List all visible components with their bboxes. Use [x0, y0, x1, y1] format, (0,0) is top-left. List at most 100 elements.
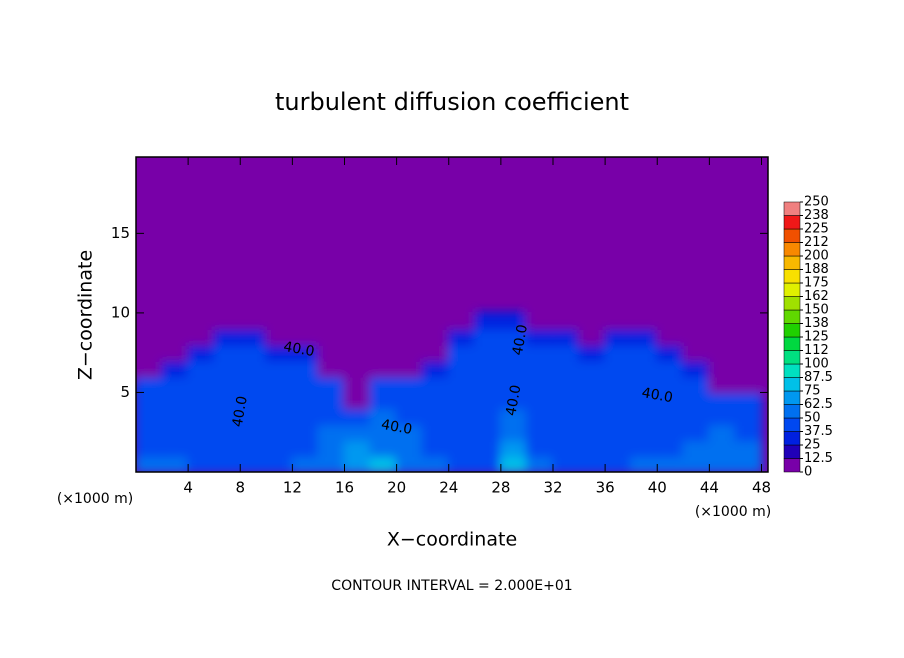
field-cell — [343, 327, 372, 346]
field-cell — [447, 455, 476, 472]
field-cell — [136, 455, 164, 472]
colorbar-swatch — [783, 444, 801, 459]
field-cell — [578, 423, 607, 442]
contour-label: 40.0 — [282, 339, 315, 360]
field-cell — [551, 407, 581, 426]
field-cell — [656, 423, 685, 442]
plot-frame — [135, 156, 769, 473]
colorbar-swatch — [783, 390, 801, 405]
field-cell — [525, 375, 554, 394]
x-tick-label: 28 — [491, 479, 510, 497]
field-cell — [265, 359, 294, 378]
contour-label: 40.0 — [503, 384, 524, 417]
field-cell — [525, 359, 554, 378]
y-tick-label: 5 — [120, 383, 130, 401]
field-cell — [551, 375, 581, 394]
field-cell — [578, 439, 607, 458]
colorbar-swatch — [783, 228, 801, 243]
field-cell — [734, 455, 763, 472]
field-cell — [578, 343, 607, 362]
field-cell — [421, 391, 450, 410]
field-cell — [499, 359, 528, 378]
field-cell — [213, 391, 242, 410]
x-tick-label: 12 — [283, 479, 302, 497]
field-cell — [395, 327, 424, 346]
field-cell — [369, 439, 398, 458]
field-cell — [136, 311, 164, 330]
colorbar-swatch — [783, 377, 801, 392]
field-cell — [239, 439, 268, 458]
field-cells — [136, 311, 763, 472]
colorbar-swatch — [783, 296, 801, 311]
field-cell — [317, 359, 346, 378]
x-tick-label: 24 — [439, 479, 458, 497]
field-cell — [395, 375, 424, 394]
field-cell — [499, 391, 528, 410]
field-cell — [682, 343, 711, 362]
field-cell — [604, 439, 633, 458]
field-cell — [525, 455, 554, 472]
field-cell — [682, 407, 711, 426]
field-cell — [551, 359, 581, 378]
colorbar-swatch — [783, 282, 801, 297]
footnote: CONTOUR INTERVAL = 2.000E+01 — [331, 578, 572, 594]
field-cell — [447, 407, 476, 426]
field-cell — [369, 343, 398, 362]
field-cell — [317, 455, 346, 472]
field-cell — [317, 311, 346, 330]
field-cell — [578, 327, 607, 346]
field-cell — [213, 407, 242, 426]
field-cell — [187, 359, 216, 378]
field-cell — [343, 455, 372, 472]
field-cell — [343, 359, 372, 378]
field-cell — [473, 359, 502, 378]
field-cell — [369, 423, 398, 442]
field-cell — [656, 359, 685, 378]
field-cell — [265, 455, 294, 472]
colorbar-swatch — [783, 242, 801, 257]
field-cell — [421, 423, 450, 442]
field-cell — [447, 391, 476, 410]
field-cell — [343, 407, 372, 426]
field-cell — [239, 311, 268, 330]
field-cell — [136, 423, 164, 442]
field-cell — [682, 359, 711, 378]
field-cell — [291, 455, 320, 472]
field-cell — [187, 423, 216, 442]
x-tick-label: 20 — [387, 479, 406, 497]
colorbar-label: 138 — [804, 316, 829, 331]
field-cell — [682, 439, 711, 458]
field-cell — [395, 455, 424, 472]
field-cell — [734, 391, 763, 410]
field-cell — [291, 375, 320, 394]
field-cell — [656, 311, 685, 330]
field-cell — [708, 439, 737, 458]
field-cell — [161, 327, 190, 346]
field-cell — [239, 407, 268, 426]
colorbar-label: 200 — [804, 249, 829, 264]
contour-label: 40.0 — [380, 417, 413, 438]
field-cell — [604, 423, 633, 442]
field-cell — [421, 439, 450, 458]
field-cell — [265, 375, 294, 394]
field-cell — [525, 391, 554, 410]
field-cell — [682, 311, 711, 330]
field-cell — [291, 407, 320, 426]
field-cell — [630, 327, 659, 346]
colorbar-label: 162 — [804, 289, 829, 304]
field-cell — [421, 311, 450, 330]
field-cell — [734, 407, 763, 426]
field-cell — [551, 343, 581, 362]
field-cell — [136, 327, 164, 346]
field-cell — [630, 311, 659, 330]
field-cell — [265, 311, 294, 330]
field-cell — [265, 423, 294, 442]
field-cell — [369, 359, 398, 378]
y-tick-label: 10 — [111, 303, 130, 321]
field-cell — [213, 343, 242, 362]
field-cell — [239, 375, 268, 394]
field-cell — [421, 327, 450, 346]
field-cell — [317, 407, 346, 426]
field-cell — [499, 343, 528, 362]
